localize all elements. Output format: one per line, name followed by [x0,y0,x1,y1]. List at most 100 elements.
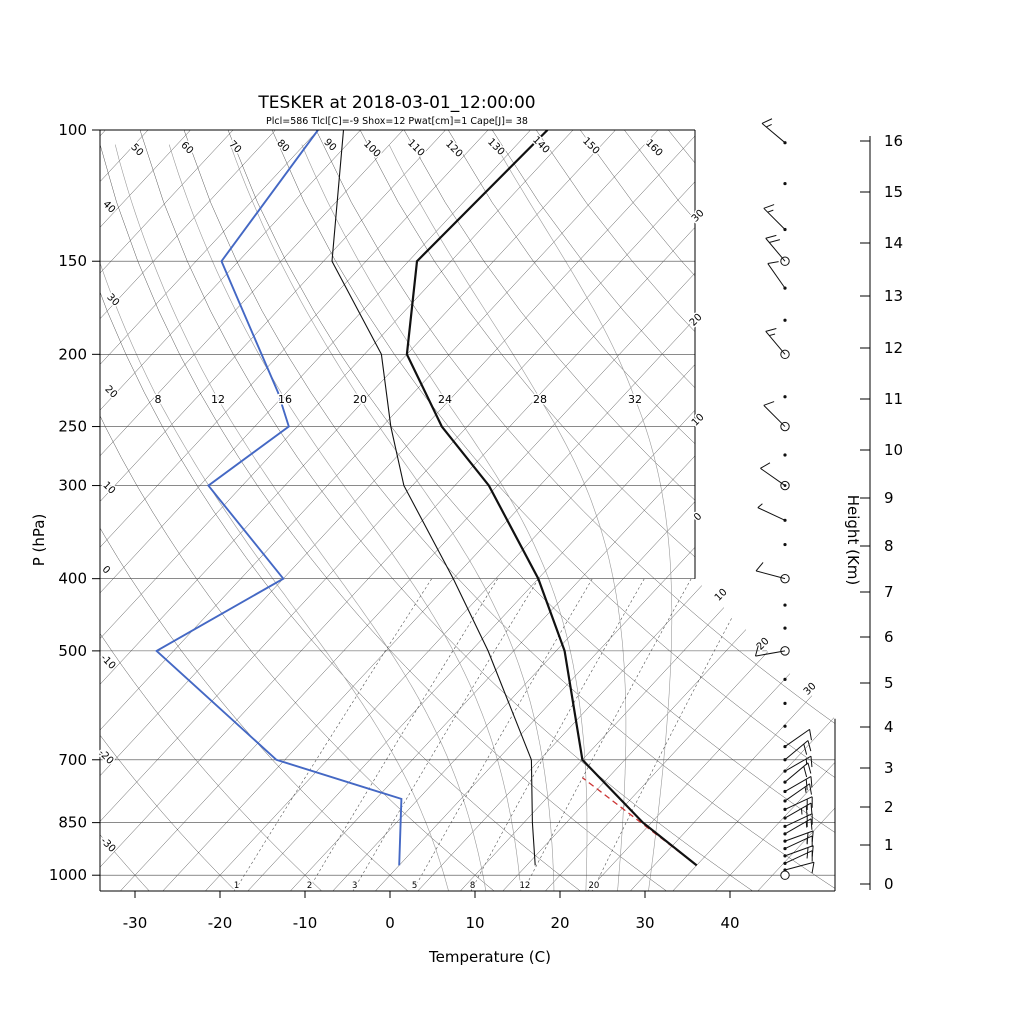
plot-border [99,129,836,892]
height-tick-label: 10 [884,441,903,459]
wind-barb [784,818,813,835]
temperature-axis: -30 -20 -10 0 10 20 30 40 [123,891,740,932]
pressure-tick-label: 700 [58,751,87,769]
dry-adiabat-label: 100 [361,139,382,160]
isotherm-line [0,130,63,891]
dry-adiabat-label: -20 [96,748,115,767]
mixing-ratio-line [470,578,645,891]
isotherm-line [100,130,106,891]
wind-barb [761,118,786,144]
temperature-tick-label: 30 [635,914,654,932]
moist-adiabat-line [495,144,673,891]
isotherm-line [100,130,701,891]
wind-barb [784,796,813,811]
mixing-ratio-line [592,578,753,891]
isotherm-label: 10 [713,587,730,604]
moist-adiabat-grid [100,144,673,891]
dry-adiabat-line [227,130,835,891]
height-tick-label: 1 [884,836,894,854]
dry-adiabat-line [139,130,753,891]
height-tick-label: 12 [884,339,903,357]
pressure-tick-label: 850 [58,814,87,832]
temperature-tick-label: -20 [208,914,233,932]
isotherm-line [100,130,786,891]
temperature-tick-label: 20 [550,914,569,932]
wind-barb [784,728,812,747]
isotherm-line [545,130,835,891]
pressure-tick-label: 500 [58,642,87,660]
isotherm-line [100,130,616,891]
mixing-ratio-label: 8 [470,881,475,891]
height-tick-label: 4 [884,718,894,736]
wind-barb [765,234,786,262]
wind-barb [784,762,812,783]
pressure-tick-label: 1000 [49,866,87,884]
height-tick-label: 2 [884,798,894,816]
isotherm-line [100,130,744,891]
pressure-tick-label: 150 [58,252,87,270]
height-tick-label: 7 [884,583,894,601]
wind-barb [763,401,786,427]
dry-adiabat-line [100,130,236,891]
isotherm-line [100,130,404,891]
moist-adiabat-line [114,144,487,891]
isotherm-line [100,130,446,891]
wind-barb [784,802,813,819]
isotherm-label: 0 [692,511,704,523]
isotherm-line [502,130,835,891]
dry-adiabat-label: 30 [104,292,121,309]
temperature-tick-label: 10 [465,914,484,932]
wind-barb [754,645,786,657]
dry-adiabat-line [271,130,835,891]
wind-barb [784,861,815,874]
wind-barb [765,328,786,355]
isotherm-line [100,130,531,891]
isotherm-line [120,130,829,891]
height-tick-label: 14 [884,234,903,252]
moist-adiabat-label: 12 [211,393,225,406]
temperature-tick-label: -10 [293,914,318,932]
dry-adiabat-label: 130 [485,137,506,158]
isotherm-line [100,130,149,891]
isotherm-line [100,130,574,891]
wind-level-dot [783,181,787,186]
chart-title: TESKER at 2018-03-01_12:00:00 [257,93,535,113]
dry-adiabat-label: 160 [643,138,664,159]
chart-subtitle: Plcl=586 Tlcl[C]=-9 Shox=12 Pwat[cm]=1 C… [266,116,528,127]
wind-barb [760,462,786,486]
isotherm-label: 20 [688,312,705,329]
mixing-ratio-label: 20 [589,881,600,891]
wind-barb [757,503,786,521]
dry-adiabat-line [624,130,835,891]
wind-level-dot [783,542,787,547]
pressure-tick-label: 400 [58,570,87,588]
wind-level-dot [783,453,787,457]
moist-adiabat-line [230,144,555,891]
dry-adiabat-line [315,130,835,891]
dry-adiabat-line [535,130,835,891]
isotherm-label: 30 [802,681,819,698]
mixing-ratio-grid [234,578,753,891]
height-tick-label: 13 [884,287,903,305]
isotherm-line [715,130,835,891]
wind-level-dot [783,677,787,681]
mixing-ratio-line [352,578,539,891]
dry-adiabat-line [100,130,409,891]
pressure-tick-label: 100 [58,121,87,139]
moist-adiabat-label: 28 [533,393,547,406]
height-tick-label: 11 [884,390,903,408]
isotherm-line [630,130,835,891]
isotherm-line [460,130,835,891]
isotherm-line [100,130,489,891]
dry-adiabat-label: 10 [100,480,117,497]
isotherm-line [247,130,835,891]
pressure-grid [100,130,835,876]
isotherm-line [100,130,361,891]
mixing-ratio-label: 1 [234,881,239,891]
isotherm-line [587,130,835,891]
wind-level-dot [783,395,787,399]
pressure-axis: 100 150 200 250 300 400 500 700 850 1000 [49,121,100,884]
moist-adiabat-line [168,144,522,891]
